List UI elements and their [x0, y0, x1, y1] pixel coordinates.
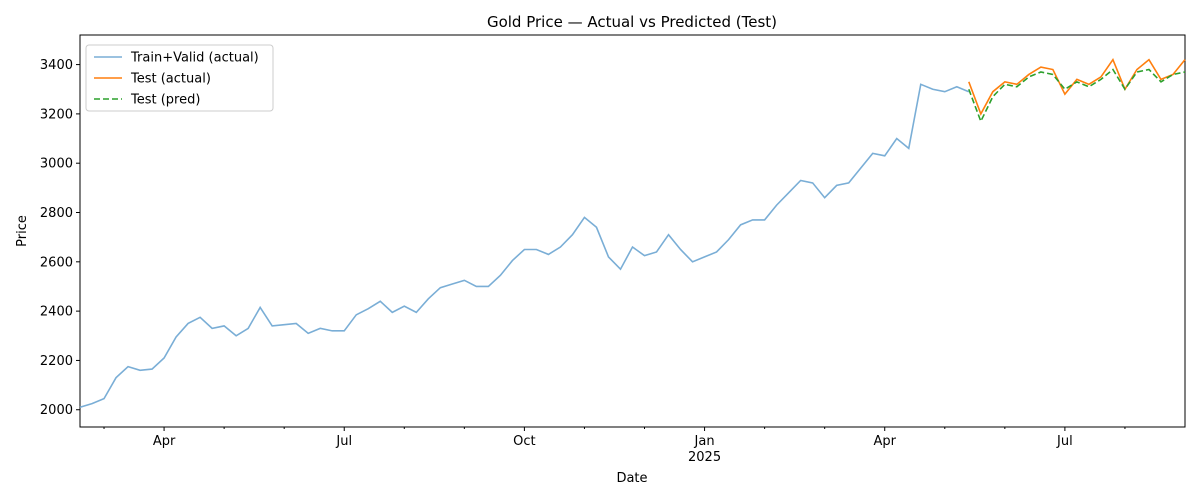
legend-label: Test (actual) — [130, 72, 211, 87]
x-tick-label: Jan — [694, 434, 715, 449]
x-tick-sublabel: 2025 — [688, 450, 721, 465]
y-tick-label: 2800 — [40, 206, 73, 221]
series-line — [968, 57, 1186, 116]
legend-label: Train+Valid (actual) — [130, 51, 259, 66]
series-line — [79, 83, 970, 409]
y-tick-label: 3200 — [40, 107, 73, 122]
y-tick-label: 2400 — [40, 305, 73, 320]
y-tick-label: 3000 — [40, 157, 73, 172]
x-tick-label: Jul — [335, 434, 352, 449]
x-tick-label: Oct — [513, 434, 535, 449]
x-tick-label: Apr — [873, 434, 896, 449]
x-axis-label: Date — [616, 471, 647, 486]
x-tick-label: Apr — [153, 434, 176, 449]
legend-box — [85, 44, 274, 112]
legend-label: Test (pred) — [130, 93, 200, 108]
chart-title: Gold Price — Actual vs Predicted (Test) — [487, 13, 777, 31]
plot-frame — [79, 34, 1186, 428]
series-line — [968, 68, 1186, 124]
y-tick-label: 2200 — [40, 354, 73, 369]
y-tick-label: 2600 — [40, 255, 73, 270]
y-axis-label: Price — [15, 215, 30, 247]
x-tick-label: Jul — [1056, 434, 1073, 449]
y-tick-label: 2000 — [40, 403, 73, 418]
y-tick-label: 3400 — [40, 58, 73, 73]
